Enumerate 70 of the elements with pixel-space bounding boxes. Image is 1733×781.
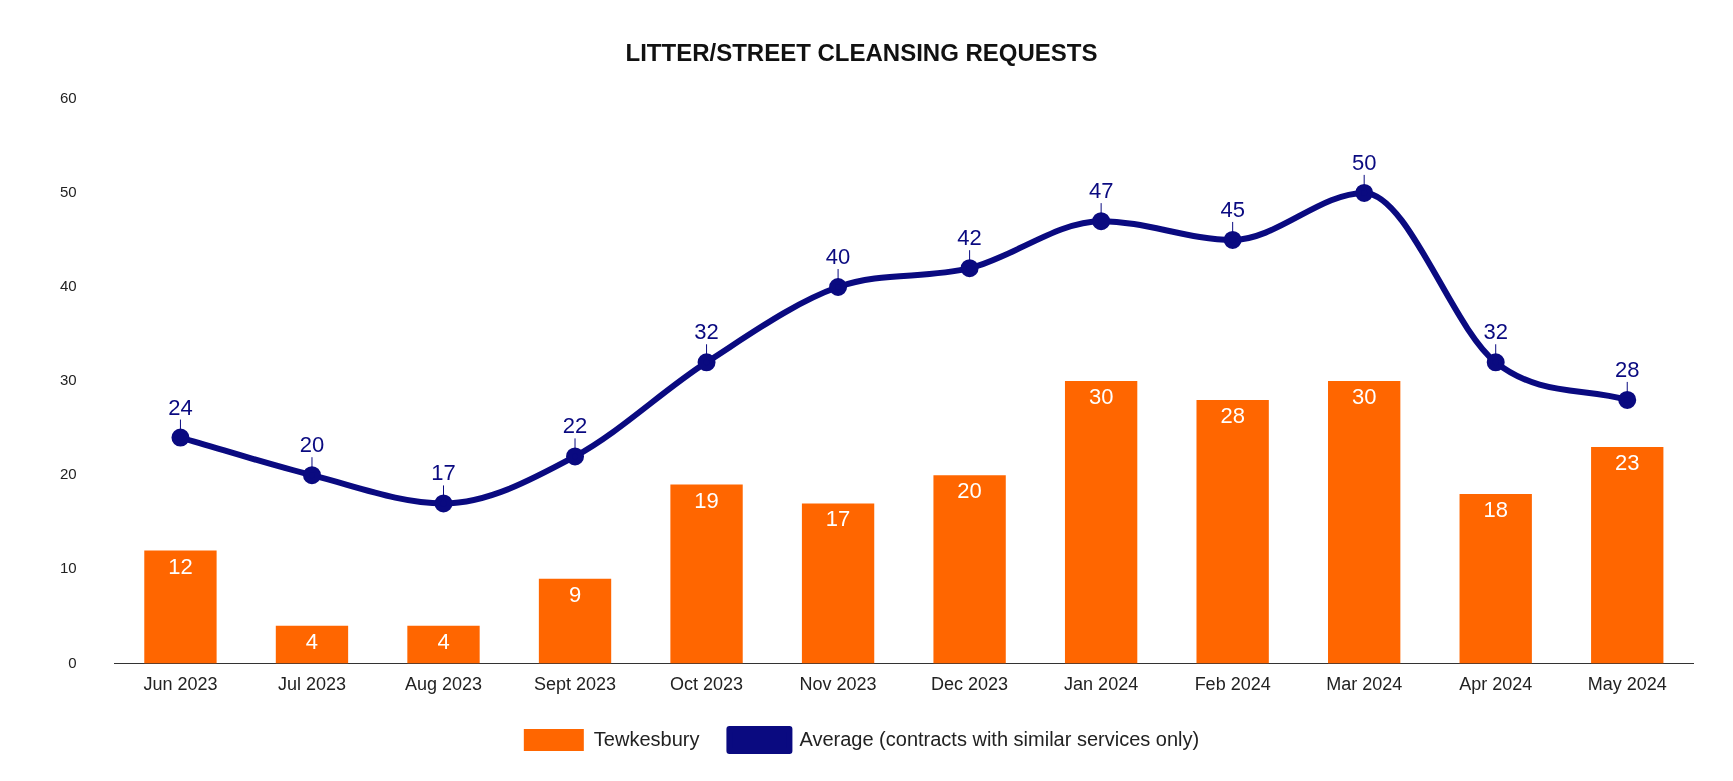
data-label: 22 [562,413,588,439]
bar [1459,494,1532,664]
bar [1196,399,1269,664]
point [1486,353,1505,372]
x-tick-label: Sept 2023 [533,674,617,695]
bar [933,475,1006,664]
bar [144,550,217,664]
data-label: 47 [1088,178,1114,204]
point [829,278,848,296]
y-tick-label: 10 [60,559,77,577]
data-label: 30 [1351,384,1377,410]
x-tick-label: Dec 2023 [931,674,1009,695]
bar [407,625,480,664]
point [1092,212,1111,231]
x-tick-label: Aug 2023 [404,674,483,695]
bar [538,578,612,664]
y-tick-label: 40 [60,277,77,295]
y-tick-label: 20 [60,465,77,483]
data-label: 19 [694,487,719,513]
bar [1591,446,1664,664]
x-tick-label: Mar 2024 [1326,674,1403,695]
data-label: 40 [825,244,851,270]
data-label: 28 [1614,356,1640,382]
bar [670,484,743,664]
x-tick-label: Feb 2024 [1194,674,1271,695]
bar [275,625,349,664]
y-tick-label: 30 [60,371,77,389]
x-tick-label: Jun 2023 [143,674,218,695]
data-label: 32 [1483,319,1508,345]
point [960,259,979,278]
point [1618,390,1637,409]
x-tick-label: May 2024 [1587,674,1667,695]
data-label: 30 [1088,384,1114,410]
point [566,447,585,466]
data-label: 24 [168,394,193,420]
data-label: 20 [299,432,325,458]
data-label: 45 [1220,197,1245,223]
data-label: 28 [1220,402,1245,428]
data-label: 20 [957,478,982,504]
legend-label: Average (contracts with similar services only) [799,727,1200,750]
x-tick-label: Jan 2024 [1064,674,1139,695]
point [697,353,716,372]
point [171,428,190,447]
x-tick-label: Apr 2024 [1459,674,1533,695]
data-label: 42 [957,225,982,251]
data-label: 23 [1614,450,1640,476]
y-tick-label: 50 [60,183,77,201]
legend-label: Tewkesbury [593,727,700,750]
bar [1064,381,1138,664]
x-tick-label: Jul 2023 [277,674,347,695]
data-label: 50 [1351,149,1377,175]
y-tick-label: 60 [60,88,77,106]
point [1223,230,1242,249]
data-label: 4 [305,628,319,654]
data-label: 17 [825,506,851,532]
data-label: 4 [437,628,450,654]
data-label: 12 [168,553,193,579]
data-label: 32 [694,319,719,345]
bar [1328,381,1401,664]
point [434,494,453,513]
data-label: 18 [1483,497,1508,523]
point [302,466,321,485]
x-tick-label: Oct 2023 [670,674,744,695]
bar [801,503,875,664]
point [1355,183,1374,202]
data-label: 17 [431,460,456,486]
data-label: 9 [568,581,582,607]
x-tick-label: Nov 2023 [799,674,877,695]
y-tick-label: 0 [68,653,77,671]
chart-title: LITTER/STREET CLEANSING REQUESTS [625,39,1098,67]
